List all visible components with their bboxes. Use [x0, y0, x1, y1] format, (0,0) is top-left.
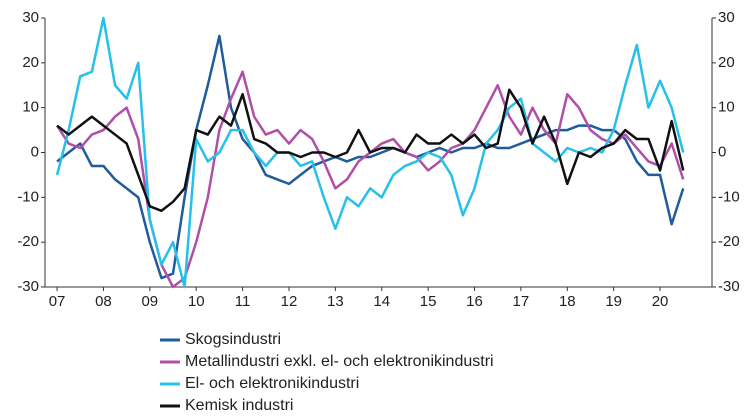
y-tick-label: 10 — [22, 99, 39, 116]
x-tick-label: 07 — [49, 293, 66, 310]
y2-tick-label: 30 — [718, 9, 735, 26]
legend: Skogsindustri Metallindustri exkl. el- oc… — [160, 331, 494, 414]
x-tick-label: 13 — [327, 293, 344, 310]
x-tick-label: 19 — [605, 293, 622, 310]
x-tick-label: 14 — [373, 293, 390, 310]
legend-label: Metallindustri exkl. el- och elektroniki… — [185, 353, 494, 370]
x-tick-label: 16 — [466, 293, 483, 310]
x-tick-label: 18 — [559, 293, 576, 310]
y2-tick-label: 10 — [718, 99, 735, 116]
legend-label: El- och elektronikindustri — [185, 375, 359, 392]
legend-label: Kemisk industri — [185, 397, 293, 414]
x-tick-label: 15 — [420, 293, 437, 310]
series-line — [56, 34, 685, 280]
series-line — [56, 70, 685, 289]
x-tick-label: 12 — [281, 293, 298, 310]
series-line — [56, 88, 685, 213]
y-tick-label: -10 — [17, 188, 39, 205]
y-tick-label: -30 — [17, 278, 39, 295]
x-tick-label: 11 — [235, 293, 251, 310]
y-tick-label: 0 — [31, 143, 39, 160]
y2-tick-label: -30 — [718, 278, 740, 295]
y-tick-label: 20 — [22, 54, 39, 71]
x-tick-label: 09 — [141, 293, 158, 310]
x-tick-label: 17 — [513, 293, 530, 310]
x-tick-label: 08 — [95, 293, 112, 310]
x-tick-label: 10 — [188, 293, 205, 310]
y2-tick-label: 20 — [718, 54, 735, 71]
legend-label: Skogsindustri — [185, 331, 281, 348]
y-tick-label: 30 — [22, 9, 39, 26]
y2-tick-label: 0 — [718, 143, 726, 160]
y2-tick-label: -10 — [718, 188, 740, 205]
y-tick-label: -20 — [17, 233, 39, 250]
x-tick-label: 20 — [652, 293, 669, 310]
y2-tick-label: -20 — [718, 233, 740, 250]
